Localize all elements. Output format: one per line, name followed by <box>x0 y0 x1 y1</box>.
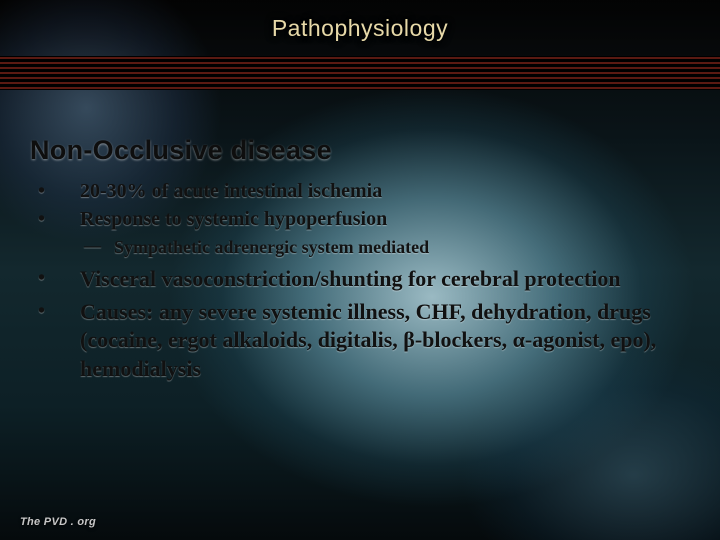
sub-bullet-item: Sympathetic adrenergic system mediated <box>80 235 696 259</box>
sub-bullet-text: Sympathetic adrenergic system mediated <box>114 237 429 257</box>
bullet-item: 20-30% of acute intestinal ischemia <box>30 178 696 204</box>
slide-title: Pathophysiology <box>272 15 448 42</box>
title-bar: Pathophysiology <box>0 0 720 56</box>
footer-credit: The PVD . org <box>20 516 96 528</box>
bullet-text: Visceral vasoconstriction/shunting for c… <box>80 266 621 291</box>
bullet-item: Causes: any severe systemic illness, CHF… <box>30 298 696 384</box>
divider-stripes <box>0 56 720 90</box>
bullet-item: Visceral vasoconstriction/shunting for c… <box>30 265 696 294</box>
slide-heading: Non-Occlusive disease <box>30 135 332 166</box>
bullet-text: Causes: any severe systemic illness, CHF… <box>80 299 656 381</box>
bullet-text: Response to systemic hypoperfusion <box>80 208 387 230</box>
bullet-text: 20-30% of acute intestinal ischemia <box>80 180 382 202</box>
bullet-item: Response to systemic hypoperfusion Sympa… <box>30 206 696 259</box>
bullet-list: 20-30% of acute intestinal ischemia Resp… <box>30 178 696 387</box>
sub-bullet-list: Sympathetic adrenergic system mediated <box>80 235 696 259</box>
